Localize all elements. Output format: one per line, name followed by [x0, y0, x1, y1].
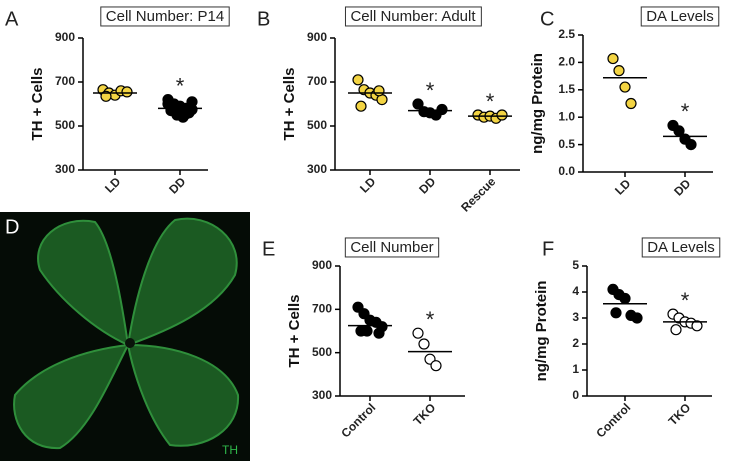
panel-letter: F — [542, 238, 554, 260]
y-tick-label: 1.0 — [558, 109, 575, 123]
data-point — [180, 108, 192, 120]
data-point — [412, 98, 424, 110]
x-tick-label: DD — [671, 176, 693, 198]
y-tick-label: 2 — [572, 336, 579, 350]
title-box — [641, 237, 721, 258]
data-point — [496, 109, 508, 121]
x-tick-label: Rescue — [458, 174, 498, 214]
data-point — [613, 65, 625, 77]
chart-title: Cell Number: P14 — [106, 8, 224, 25]
y-tick-label: 900 — [312, 258, 332, 272]
chart-title: DA Levels — [646, 8, 714, 25]
chart-title: Cell Number — [350, 239, 433, 256]
data-point — [361, 325, 373, 337]
data-point — [625, 97, 637, 110]
data-point — [355, 100, 367, 112]
chart: A Cell Number: P14 TH + Cells 300 500 700 900 L… — [5, 6, 230, 197]
significance-star: * — [176, 73, 185, 98]
title-box — [344, 6, 482, 27]
data-point — [186, 96, 198, 108]
y-axis-label: TH + Cells — [29, 68, 46, 141]
panel-letter: A — [5, 8, 19, 30]
significance-star: * — [426, 78, 435, 103]
x-tick-label: LD — [357, 174, 378, 195]
data-point — [373, 85, 385, 97]
panel-letter: B — [257, 8, 270, 30]
retina — [13, 217, 240, 450]
y-tick-label: 700 — [307, 74, 327, 88]
y-tick-label: 700 — [312, 302, 332, 316]
chart-title: DA Levels — [647, 239, 715, 256]
data-point — [121, 86, 133, 98]
optic-disc — [125, 338, 135, 348]
stain-label: TH — [222, 443, 238, 457]
chart: C DA Levels ng/mg Protein 0.0 0.5 1.0 1.5 2.0 2.… — [529, 6, 720, 199]
y-axis-label: TH + Cells — [281, 68, 298, 141]
x-tick-label: LD — [102, 174, 123, 195]
panel-letter: C — [540, 8, 554, 30]
y-tick-label: 500 — [312, 345, 332, 359]
chart: E Cell Number TH + Cells 300 500 700 900 Contro… — [262, 237, 465, 441]
x-tick-label: TKO — [411, 400, 439, 428]
title-box — [100, 6, 230, 27]
chart: B Cell Number: Adult TH + Cells 300 500 700 90… — [257, 6, 520, 215]
y-axis-label: TH + Cells — [286, 295, 303, 368]
data-point — [165, 103, 177, 116]
data-point — [418, 338, 430, 350]
significance-star: * — [486, 89, 495, 114]
y-tick-label: 2.5 — [558, 27, 575, 41]
panel-letter: E — [262, 238, 275, 260]
y-tick-label: 4 — [572, 284, 579, 298]
y-tick-label: 500 — [55, 118, 75, 132]
y-tick-label: 500 — [307, 118, 327, 132]
y-tick-label: 5 — [572, 258, 579, 272]
chart: F DA Levels ng/mg Protein 0 1 2 3 4 5 Control TKO * — [533, 237, 721, 441]
y-tick-label: 1.5 — [558, 82, 575, 96]
title-box — [344, 237, 440, 258]
chart-title: Cell Number: Adult — [350, 8, 476, 25]
x-tick-label: DD — [416, 174, 438, 196]
panel-letter: D — [5, 216, 19, 238]
x-tick-label: DD — [166, 174, 188, 196]
y-axis-label: ng/mg Protein — [529, 53, 546, 154]
data-point — [436, 103, 448, 116]
data-point — [619, 292, 631, 305]
y-tick-label: 0.5 — [558, 137, 575, 151]
significance-star: * — [681, 288, 690, 313]
x-tick-label: Control — [338, 400, 378, 440]
significance-star: * — [426, 307, 435, 332]
y-tick-label: 700 — [55, 74, 75, 88]
x-tick-label: LD — [612, 176, 633, 197]
data-point — [100, 90, 112, 102]
data-point — [619, 81, 631, 93]
data-point — [631, 312, 643, 324]
y-tick-label: 300 — [307, 162, 327, 176]
y-tick-label: 0.0 — [558, 164, 575, 178]
significance-star: * — [681, 99, 690, 124]
data-point — [691, 320, 703, 332]
y-tick-label: 900 — [307, 30, 327, 44]
data-point — [352, 74, 364, 86]
y-tick-label: 2.0 — [558, 55, 575, 69]
x-tick-label: Control — [593, 400, 633, 440]
data-point — [685, 139, 697, 151]
micrograph: D TH — [0, 212, 250, 461]
y-tick-label: 300 — [312, 388, 332, 402]
y-axis-label: ng/mg Protein — [533, 281, 550, 382]
y-tick-label: 3 — [572, 310, 579, 324]
data-point — [412, 327, 424, 339]
y-tick-label: 900 — [55, 30, 75, 44]
x-tick-label: TKO — [666, 400, 694, 428]
data-point — [430, 360, 442, 372]
y-tick-label: 1 — [572, 362, 579, 376]
data-point — [373, 327, 385, 339]
y-tick-label: 300 — [55, 162, 75, 176]
title-box — [640, 6, 720, 27]
y-tick-label: 0 — [572, 388, 579, 402]
data-point — [610, 307, 622, 319]
data-point — [670, 324, 682, 336]
data-point — [607, 52, 619, 65]
